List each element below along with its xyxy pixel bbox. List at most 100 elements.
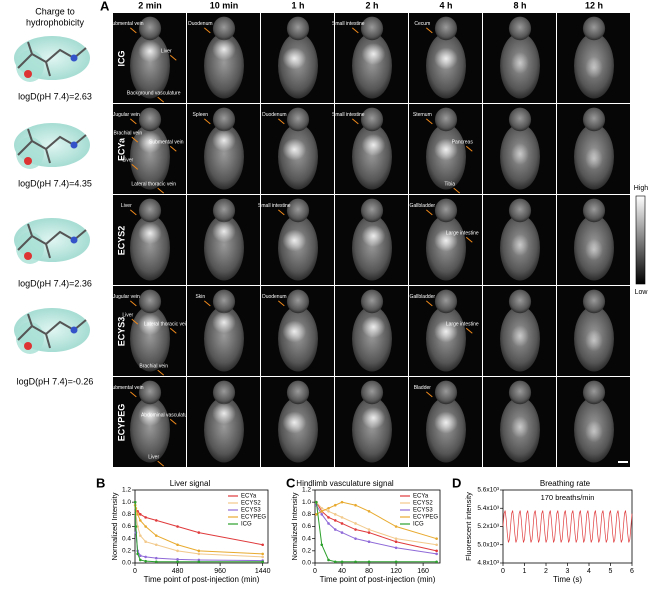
data-point xyxy=(154,543,158,547)
annotation-arrow xyxy=(129,391,137,398)
data-point xyxy=(354,537,357,540)
x-tick-label: 3 xyxy=(566,568,570,575)
mouse-head xyxy=(212,16,236,41)
signal xyxy=(585,329,603,352)
data-point xyxy=(340,560,344,564)
annotation: Pancreas xyxy=(452,140,474,146)
data-point xyxy=(327,506,330,510)
signal xyxy=(511,52,529,74)
x-tick-label: 6 xyxy=(630,568,634,575)
data-point xyxy=(320,543,324,547)
data-point xyxy=(354,503,357,507)
column-header: 1 h xyxy=(291,0,304,10)
x-tick-label: 0 xyxy=(133,568,137,575)
column-header: 12 h xyxy=(585,0,603,10)
y-tick-label: 0.6 xyxy=(302,523,311,530)
signal xyxy=(138,404,162,427)
mouse-head xyxy=(360,289,384,314)
signal xyxy=(361,43,386,65)
mouse-head xyxy=(360,107,384,132)
data-point xyxy=(340,531,344,534)
y-tick-label: 1.2 xyxy=(122,487,131,494)
annotation: Submental vein xyxy=(109,21,144,27)
y-tick-label: 1.0 xyxy=(302,499,311,506)
data-point xyxy=(367,531,371,534)
data-point xyxy=(139,534,142,537)
y-axis-label: Normalized Intensity xyxy=(290,492,299,560)
signal xyxy=(138,40,162,63)
mouse-head xyxy=(434,289,458,314)
mouse-head xyxy=(582,198,606,223)
x-axis-label: Time point of post-injection (min) xyxy=(144,575,260,584)
logd-label: logD(pH 7.4)=2.63 xyxy=(18,91,92,101)
mouse-body xyxy=(352,397,392,463)
signal xyxy=(138,313,162,336)
annotation: Brachial vein xyxy=(139,363,168,369)
mouse-head xyxy=(360,198,384,223)
signal xyxy=(361,316,386,338)
mouse-head xyxy=(508,16,532,41)
annotation: Small intestine xyxy=(258,203,291,209)
chart-annotation: 170 breaths/min xyxy=(541,493,595,502)
annotation: Duodenum xyxy=(262,112,286,118)
annotation-arrow xyxy=(453,187,461,194)
data-point xyxy=(154,534,158,537)
signal xyxy=(434,229,458,252)
annotation: Gallbladder xyxy=(410,203,436,209)
y-axis-label: Normalized Intensity xyxy=(110,492,119,560)
data-point xyxy=(327,522,330,525)
annotation-arrow xyxy=(157,96,165,103)
column-header: 8 h xyxy=(513,0,526,10)
data-point xyxy=(320,509,324,513)
annotation-arrow xyxy=(425,118,433,125)
annotation-arrow xyxy=(131,318,139,325)
mouse-head xyxy=(138,380,162,405)
x-tick-label: 5 xyxy=(609,568,613,575)
data-point xyxy=(154,556,158,560)
mouse-body xyxy=(352,33,392,99)
legend-label: ECYPEG xyxy=(413,515,438,521)
panel-letter: A xyxy=(100,0,110,13)
logd-label: logD(pH 7.4)=4.35 xyxy=(18,178,92,188)
legend-label: ECYa xyxy=(241,494,257,500)
signal xyxy=(282,138,307,161)
data-point xyxy=(327,509,330,513)
atom xyxy=(70,326,78,334)
data-point xyxy=(394,546,398,550)
y-tick-label: 5.0x10³ xyxy=(477,541,500,548)
row-label: ICG xyxy=(116,50,126,66)
signal xyxy=(212,220,236,243)
data-point xyxy=(333,513,337,516)
signal xyxy=(212,129,236,152)
row-label: ECYS2 xyxy=(116,226,126,256)
legend-label: ECYS2 xyxy=(413,501,433,507)
x-tick-label: 0 xyxy=(501,568,505,575)
annotation-arrow xyxy=(157,460,165,467)
y-tick-label: 0.4 xyxy=(302,535,311,542)
data-point xyxy=(144,555,147,559)
logd-label: logD(pH 7.4)=2.36 xyxy=(18,278,92,288)
signal xyxy=(282,47,307,70)
annotation-arrow xyxy=(129,27,137,34)
mouse-head xyxy=(286,289,310,314)
data-point xyxy=(315,500,318,504)
data-point xyxy=(333,560,337,564)
mouse-head xyxy=(286,380,310,405)
signal xyxy=(282,320,307,343)
signal xyxy=(212,311,236,334)
annotation-arrow xyxy=(157,187,165,194)
annotation: Liver xyxy=(122,312,133,318)
y-tick-label: 0.2 xyxy=(302,548,311,555)
mouse-head xyxy=(508,380,532,405)
mouse-head xyxy=(138,107,162,132)
annotation: Liver xyxy=(121,203,132,209)
signal xyxy=(361,225,386,247)
annotation-arrow xyxy=(129,118,137,125)
signal xyxy=(282,229,307,252)
annotation-arrow xyxy=(131,136,139,143)
annotation: Liver xyxy=(161,49,172,55)
data-point xyxy=(435,560,438,564)
annotation-arrow xyxy=(169,327,177,334)
signal xyxy=(434,320,458,343)
mouse-head xyxy=(360,380,384,405)
